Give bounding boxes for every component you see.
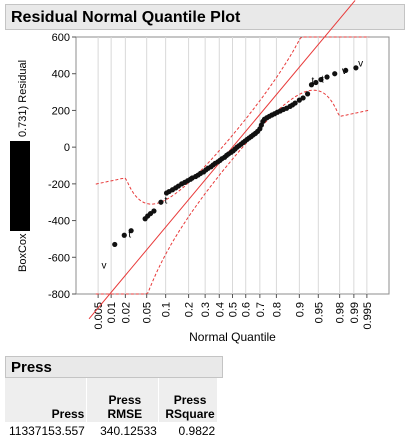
y-tick-label: 400 xyxy=(52,69,70,81)
press-value: 11337153.557 xyxy=(9,424,85,438)
confidence-band-upper xyxy=(95,36,370,205)
press-rsquare-value: 0.9822 xyxy=(178,424,216,438)
x-tick-label: 0.98 xyxy=(335,302,347,323)
x-tick-label: 0.995 xyxy=(362,302,374,330)
point-label: t xyxy=(311,76,314,87)
y-axis-label-suffix: 0.731) Residual xyxy=(17,60,29,137)
confidence-band-lower xyxy=(95,89,370,295)
point-label: v xyxy=(358,59,363,70)
press-panel-title: Press xyxy=(11,359,52,376)
y-tick-label: 0 xyxy=(64,142,70,154)
x-tick-label: 0.1 xyxy=(161,302,173,317)
x-tick-label: 0.3 xyxy=(200,302,212,317)
data-point xyxy=(313,79,319,86)
press-rmse-column-header: Press RMSE xyxy=(86,378,160,422)
x-tick-label: 0.95 xyxy=(313,302,325,323)
point-label: t xyxy=(321,74,324,85)
y-tick-label: -400 xyxy=(48,216,70,228)
data-point xyxy=(308,82,315,88)
press-rmse-value: 340.12533 xyxy=(100,424,157,438)
data-point xyxy=(121,232,127,238)
press-panel-header[interactable]: Press xyxy=(5,356,223,378)
plot-panel-title: Residual Normal Quantile Plot xyxy=(11,9,241,26)
press-table: Press Press RMSE Press RSquare 11337153.5… xyxy=(5,378,218,440)
point-label: t xyxy=(128,229,131,240)
x-tick-label: 0.5 xyxy=(228,302,240,317)
y-axis-label-prefix: BoxCox xyxy=(17,233,29,272)
data-point xyxy=(112,241,118,248)
data-point xyxy=(292,100,298,106)
press-rsquare-column-header: Press RSquare xyxy=(158,378,218,422)
x-tick-label: 0.02 xyxy=(120,302,132,323)
x-tick-label: 0.99 xyxy=(349,302,361,323)
x-tick-label: 0.01 xyxy=(106,302,118,323)
data-point xyxy=(151,208,157,214)
point-label: t xyxy=(164,195,167,206)
y-axis-label-redaction xyxy=(10,141,30,231)
data-point xyxy=(332,71,338,77)
y-tick-label: -600 xyxy=(48,252,70,264)
x-tick-label: 0.7 xyxy=(255,302,267,317)
x-tick-label: 0.8 xyxy=(271,302,283,317)
data-point xyxy=(304,91,311,97)
point-label: v xyxy=(101,261,106,272)
x-axis-label: Normal Quantile xyxy=(189,330,276,344)
x-tick-label: 0.005 xyxy=(93,302,105,330)
press-column-header: Press xyxy=(5,378,88,422)
y-tick-label: 200 xyxy=(52,105,70,117)
point-label: v xyxy=(342,66,347,77)
data-point xyxy=(324,74,330,80)
y-tick-label: -800 xyxy=(48,289,70,301)
plot-panel-header[interactable]: Residual Normal Quantile Plot xyxy=(5,4,405,30)
data-point xyxy=(128,228,134,234)
x-tick-label: 0.2 xyxy=(184,302,196,317)
data-point xyxy=(318,76,324,83)
x-tick-label: 0.05 xyxy=(142,302,154,323)
data-point xyxy=(353,65,359,71)
x-tick-label: 0.4 xyxy=(214,302,226,317)
data-point xyxy=(300,95,306,101)
x-tick-label: 0.6 xyxy=(241,302,253,317)
y-tick-label: 600 xyxy=(52,32,70,44)
press-table-header-row: Press Press RMSE Press RSquare xyxy=(5,378,218,422)
data-point xyxy=(343,67,349,74)
normal-quantile-chart: 0.005 0.01 0.02 0.05 0.1 0.2 0.3 0.4 0.5 0.6 0.7 0.… xyxy=(10,0,390,344)
data-point xyxy=(158,199,164,205)
y-tick-label: -200 xyxy=(48,179,70,191)
x-tick-label: 0.9 xyxy=(294,302,306,317)
press-table-row: 11337153.557 340.12533 0.9822 xyxy=(5,422,217,440)
